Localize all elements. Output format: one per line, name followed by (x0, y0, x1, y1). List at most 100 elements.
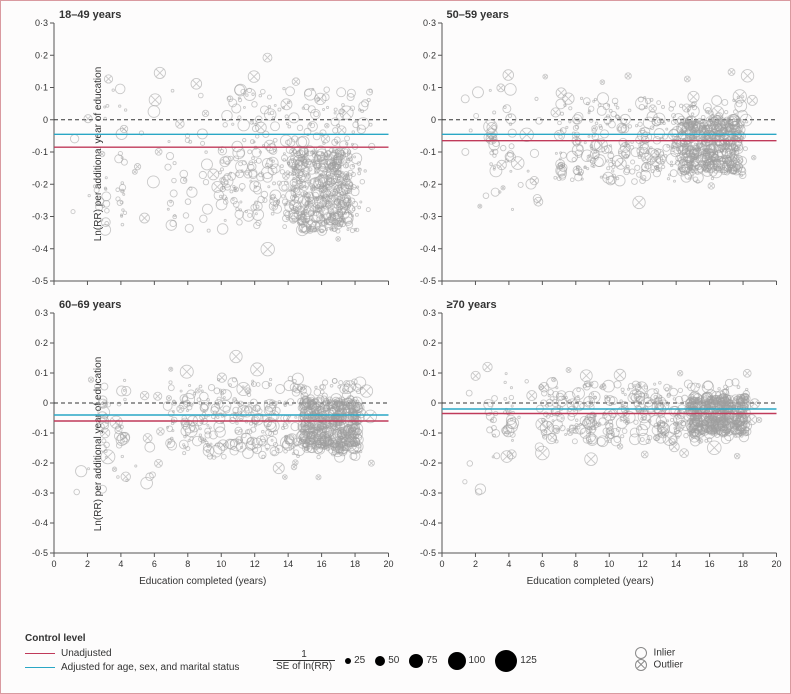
panel-p60_69: 60–69 yearsLn(RR) per additional year of… (9, 299, 397, 589)
legend-control-level: Control level Unadjusted Adjusted for ag… (25, 633, 239, 674)
panel-p50_59: 50–59 years -0·5-0·4-0·3-0·2-0·100·10·20·… (397, 9, 785, 299)
outlier-icon (635, 659, 647, 671)
svg-text:2: 2 (85, 559, 90, 569)
unadjusted-swatch (25, 653, 55, 654)
size-bubble-label: 125 (520, 655, 537, 666)
svg-text:0: 0 (43, 398, 48, 408)
svg-text:12: 12 (637, 559, 647, 569)
svg-text:10: 10 (604, 559, 614, 569)
svg-text:-0·2: -0·2 (419, 458, 435, 468)
size-title-denominator: SE of ln(RR) (273, 661, 335, 672)
plot-svg: -0·5-0·4-0·3-0·2-0·100·10·20·30246810121… (54, 313, 389, 573)
svg-text:4: 4 (506, 559, 511, 569)
scatter-points (462, 362, 761, 495)
svg-text:0: 0 (430, 398, 435, 408)
svg-text:0: 0 (51, 559, 56, 569)
svg-text:0·3: 0·3 (422, 18, 435, 28)
legend-outlier: Outlier (635, 659, 683, 671)
panel-title: 50–59 years (447, 9, 509, 21)
legend-adjusted-row: Adjusted for age, sex, and marital statu… (25, 660, 239, 674)
legend-markers: Inlier Outlier (635, 647, 683, 671)
size-bubbles: 25 50 75 100 125 (345, 650, 537, 672)
svg-text:0: 0 (439, 559, 444, 569)
legend-control-title: Control level (25, 633, 239, 644)
size-bubble: 50 (375, 655, 399, 666)
svg-text:16: 16 (317, 559, 327, 569)
svg-text:0·2: 0·2 (35, 50, 48, 60)
size-bubble-label: 25 (354, 655, 365, 666)
size-bubble: 125 (495, 650, 537, 672)
svg-text:0·1: 0·1 (422, 83, 435, 93)
adjusted-label: Adjusted for age, sex, and marital statu… (61, 662, 239, 673)
svg-text:4: 4 (118, 559, 123, 569)
svg-text:-0·3: -0·3 (32, 212, 48, 222)
svg-text:0: 0 (430, 115, 435, 125)
panel-p18_49: 18–49 yearsLn(RR) per additional year of… (9, 9, 397, 299)
svg-text:14: 14 (671, 559, 681, 569)
svg-text:18: 18 (738, 559, 748, 569)
svg-text:20: 20 (771, 559, 781, 569)
svg-text:-0·5: -0·5 (32, 276, 48, 286)
svg-text:16: 16 (704, 559, 714, 569)
plot-svg: -0·5-0·4-0·3-0·2-0·100·10·20·30246810121… (442, 313, 777, 573)
panel-p70: ≥70 years Education completed (years) -0·5… (397, 299, 785, 589)
x-axis-label: Education completed (years) (139, 576, 266, 587)
plot-svg: -0·5-0·4-0·3-0·2-0·100·10·20·3 (442, 23, 777, 301)
legend-inlier: Inlier (635, 647, 683, 659)
svg-text:0·3: 0·3 (35, 18, 48, 28)
svg-text:0·2: 0·2 (35, 338, 48, 348)
svg-text:-0·5: -0·5 (419, 276, 435, 286)
svg-text:-0·5: -0·5 (419, 548, 435, 558)
svg-text:12: 12 (250, 559, 260, 569)
panel-title: 60–69 years (59, 299, 121, 311)
svg-text:-0·4: -0·4 (419, 518, 435, 528)
svg-text:-0·4: -0·4 (32, 244, 48, 254)
legend-size: 1 SE of ln(RR) 25 50 75 100 125 (273, 649, 537, 672)
svg-text:-0·1: -0·1 (419, 428, 435, 438)
svg-text:-0·2: -0·2 (32, 458, 48, 468)
adjusted-swatch (25, 667, 55, 668)
unadjusted-label: Unadjusted (61, 648, 112, 659)
svg-text:6: 6 (539, 559, 544, 569)
legend-unadjusted-row: Unadjusted (25, 646, 239, 660)
svg-text:0·3: 0·3 (35, 308, 48, 318)
svg-text:-0·1: -0·1 (419, 147, 435, 157)
svg-text:0·1: 0·1 (35, 368, 48, 378)
size-bubble: 25 (345, 655, 365, 666)
svg-text:0·1: 0·1 (35, 83, 48, 93)
svg-text:-0·3: -0·3 (32, 488, 48, 498)
plot-svg: -0·5-0·4-0·3-0·2-0·100·10·20·3 (54, 23, 389, 301)
figure-container: 18–49 yearsLn(RR) per additional year of… (0, 0, 791, 694)
bubble-icon (448, 652, 466, 670)
panel-title: ≥70 years (447, 299, 497, 311)
svg-text:-0·2: -0·2 (419, 179, 435, 189)
svg-text:0: 0 (43, 115, 48, 125)
svg-text:-0·1: -0·1 (32, 147, 48, 157)
svg-text:0·2: 0·2 (422, 50, 435, 60)
svg-text:10: 10 (216, 559, 226, 569)
size-bubble-label: 50 (388, 655, 399, 666)
svg-text:0·3: 0·3 (422, 308, 435, 318)
bubble-icon (495, 650, 517, 672)
size-bubble: 100 (448, 652, 486, 670)
scatter-points (74, 350, 377, 494)
scatter-points (461, 69, 757, 211)
bubble-icon (345, 658, 351, 664)
svg-text:-0·4: -0·4 (419, 244, 435, 254)
svg-text:-0·4: -0·4 (32, 518, 48, 528)
outlier-label: Outlier (654, 660, 683, 671)
panel-title: 18–49 years (59, 9, 121, 21)
svg-text:-0·3: -0·3 (419, 488, 435, 498)
svg-text:14: 14 (283, 559, 293, 569)
size-bubble-label: 75 (426, 655, 437, 666)
inlier-label: Inlier (654, 648, 676, 659)
svg-text:-0·5: -0·5 (32, 548, 48, 558)
x-axis-label: Education completed (years) (527, 576, 654, 587)
svg-text:-0·1: -0·1 (32, 428, 48, 438)
bubble-icon (375, 656, 385, 666)
svg-text:6: 6 (152, 559, 157, 569)
panels-grid: 18–49 yearsLn(RR) per additional year of… (9, 9, 784, 589)
legend-size-title: 1 SE of ln(RR) (273, 649, 335, 672)
svg-text:20: 20 (383, 559, 393, 569)
svg-text:0·2: 0·2 (422, 338, 435, 348)
